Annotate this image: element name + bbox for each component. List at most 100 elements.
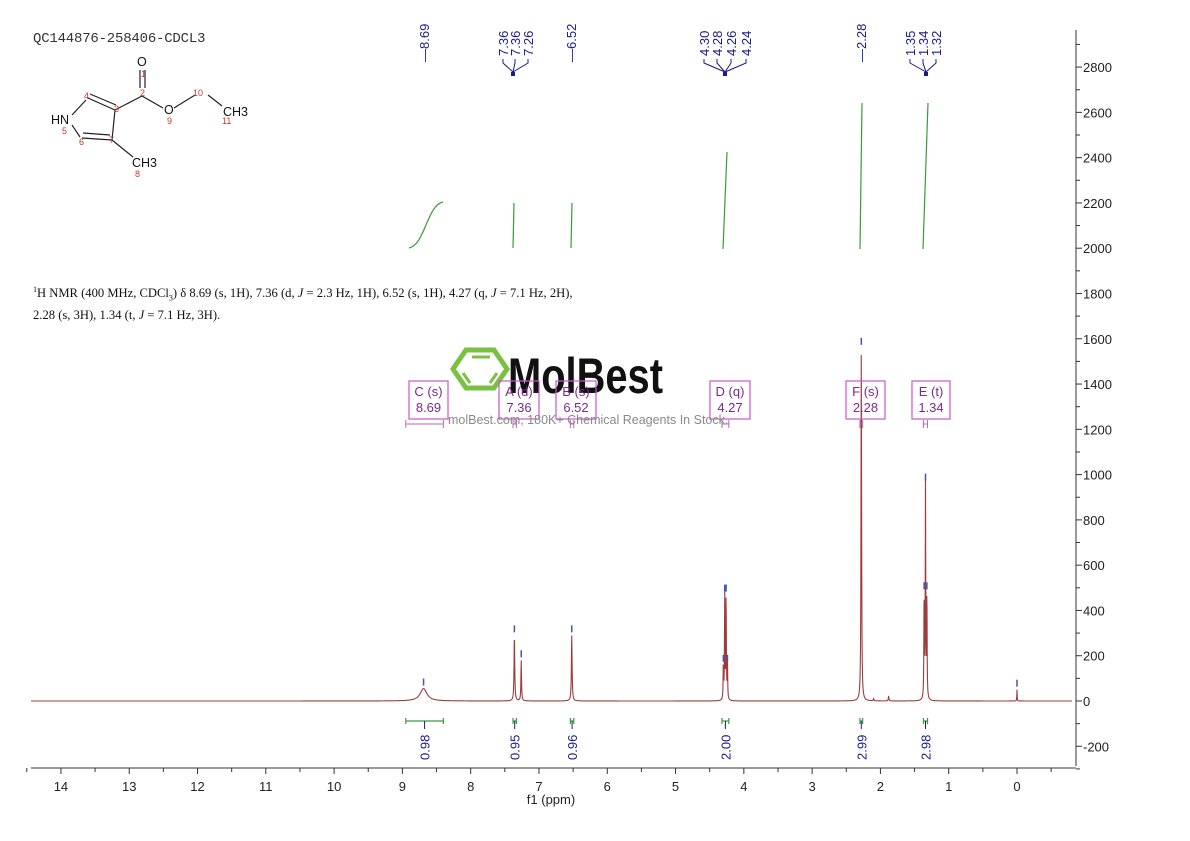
x-tick-label: 7 xyxy=(535,779,542,794)
multiplet-box-c: C (s)8.69 xyxy=(405,380,449,428)
atom-number: 7 xyxy=(109,135,114,145)
atom-number: 10 xyxy=(193,88,203,98)
x-tick-label: 1 xyxy=(945,779,952,794)
peak-label-connector xyxy=(909,59,927,76)
x-tick-label: 11 xyxy=(259,779,273,794)
multiplet-label: F (s) xyxy=(852,384,879,399)
nmr-summary-text: 1H NMR (400 MHz, CDCl3) δ 8.69 (s, 1H), … xyxy=(33,281,593,324)
atom-number: 9 xyxy=(167,116,172,126)
peak-label-group: 7.367.367.26 xyxy=(496,31,536,76)
x-tick-label: 3 xyxy=(809,779,816,794)
multiplet-box-b: B (s)6.52 xyxy=(555,380,597,428)
atom-number: 6 xyxy=(79,137,84,147)
atom-number: 1 xyxy=(141,69,146,79)
multiplet-box-frame xyxy=(911,380,951,420)
x-tick-label: 8 xyxy=(467,779,474,794)
peak-label-node xyxy=(924,72,928,76)
multiplet-shift: 4.27 xyxy=(717,400,742,415)
summary-part: H NMR (400 MHz, CDCl xyxy=(37,286,169,301)
y-tick-label: 1200 xyxy=(1083,422,1112,437)
integral-curve xyxy=(512,202,515,249)
integral-value: 0.96 xyxy=(565,735,580,760)
peak-label-group: 4.304.28 4.26 4.24 xyxy=(697,31,754,76)
peak-label: 7.36 xyxy=(508,31,523,56)
atom-number: 2 xyxy=(140,88,145,98)
peak-label-group: —6.52 xyxy=(564,24,579,62)
y-tick-label: 2000 xyxy=(1083,241,1112,256)
integral-curve xyxy=(408,201,444,249)
integral-value: 0.98 xyxy=(418,735,433,760)
atom-number: 3 xyxy=(114,104,119,114)
watermark-url: molBest.com, 180K+ Chemical Reagents In … xyxy=(448,413,729,427)
integral-region: 2.99 xyxy=(854,718,869,760)
y-tick-label: 800 xyxy=(1083,513,1105,528)
peak-label: —8.69 xyxy=(417,24,432,62)
multiplet-box-frame xyxy=(498,380,540,420)
integral-region: 0.95 xyxy=(508,718,523,760)
atom-number: 8 xyxy=(135,169,140,179)
x-tick-label: 4 xyxy=(740,779,747,794)
atom-number: 5 xyxy=(62,126,67,136)
summary-subscript: 3 xyxy=(168,293,173,303)
multiplet-label: A (d) xyxy=(505,384,532,399)
multiplet-boxes: C (s)8.69 A (d)7.36 B (s)6.52 D (q)4.27 F (s… xyxy=(405,380,951,428)
atom-label: CH3 xyxy=(223,105,248,119)
multiplet-box-d: D (q)4.27 xyxy=(709,380,751,428)
multiplet-box-a: A (d)7.36 xyxy=(498,380,540,428)
multiplet-box-frame xyxy=(709,380,751,420)
multiplet-box-f: F (s)2.28 xyxy=(845,380,886,428)
coupling-j: J xyxy=(138,307,145,322)
peak-label: 1.35 xyxy=(903,31,918,56)
peak-label: 1.34 xyxy=(916,31,931,56)
multiplet-box-frame xyxy=(408,380,449,420)
y-tick-label: 200 xyxy=(1083,649,1105,664)
spectrum-trace xyxy=(31,354,1072,702)
integral-region: 2.00 xyxy=(718,718,733,760)
multiplet-shift: 8.69 xyxy=(416,400,441,415)
multiplet-shift: 2.28 xyxy=(853,400,878,415)
integral-curve xyxy=(859,102,863,250)
atom-label: HN xyxy=(51,113,69,127)
y-tick-label: 2600 xyxy=(1083,105,1112,120)
x-tick-label: 13 xyxy=(122,779,136,794)
atom-label: CH3 xyxy=(132,156,157,170)
y-tick-label: 600 xyxy=(1083,558,1105,573)
x-tick-label: 14 xyxy=(54,779,68,794)
multiplet-label: D (q) xyxy=(716,384,745,399)
multiplet-box-frame xyxy=(845,380,886,420)
y-tick-label: 2400 xyxy=(1083,151,1112,166)
peak-label-group: 1.351.341.32 xyxy=(903,31,944,76)
summary-part: = 7.1 Hz, 2H), 2.28 (s, 3H), 1.34 (t, xyxy=(33,286,573,322)
atom-number: 4 xyxy=(84,91,89,101)
multiplet-label: E (t) xyxy=(919,384,944,399)
integral-region: 0.96 xyxy=(565,718,580,760)
integral-curve xyxy=(922,102,929,250)
molecule-structure: O HN O CH3 CH3 1 2 3 4 5 6 7 8 9 10 11 xyxy=(51,55,248,179)
multiplet-label: B (s) xyxy=(562,384,589,399)
sample-id-title: QC144876-258406-CDCL3 xyxy=(33,31,206,47)
peak-label-connector xyxy=(703,59,726,76)
integral-value: 2.98 xyxy=(918,735,933,760)
atom-label: O xyxy=(137,55,147,69)
y-tick-label: 1000 xyxy=(1083,468,1112,483)
y-axis: 2800260024002200200018001600140012001000… xyxy=(1075,30,1112,770)
atom-labels: O HN O CH3 CH3 xyxy=(51,55,248,170)
integral-curve xyxy=(570,202,573,249)
x-tick-label: 10 xyxy=(327,779,341,794)
multiplet-box-e: E (t)1.34 xyxy=(911,380,951,428)
x-axis: 14 13 12 11 10 9 8 7 6 5 4 3 2 1 0f1 (ppm) xyxy=(26,767,1076,807)
integral-values: 0.98 0.95 0.96 2.00 2.99 2.98 xyxy=(405,718,933,760)
y-tick-label: -200 xyxy=(1083,739,1109,754)
x-tick-label: 0 xyxy=(1013,779,1020,794)
multiplet-shift: 1.34 xyxy=(918,400,943,415)
integral-value: 0.95 xyxy=(508,735,523,760)
atom-numbers: 1 2 3 4 5 6 7 8 9 10 11 xyxy=(62,69,231,179)
peak-labels: —8.69 7.367.367.26 —6.52 4.304.28 4.26 4.24 —2… xyxy=(417,24,944,76)
peak-label: 4.24 xyxy=(739,31,754,56)
molbest-logo-icon: MolBest xyxy=(449,347,663,404)
peak-label-node xyxy=(723,72,727,76)
atom-label: O xyxy=(164,103,174,117)
atom-number: 11 xyxy=(222,116,231,126)
y-tick-label: 1400 xyxy=(1083,377,1112,392)
